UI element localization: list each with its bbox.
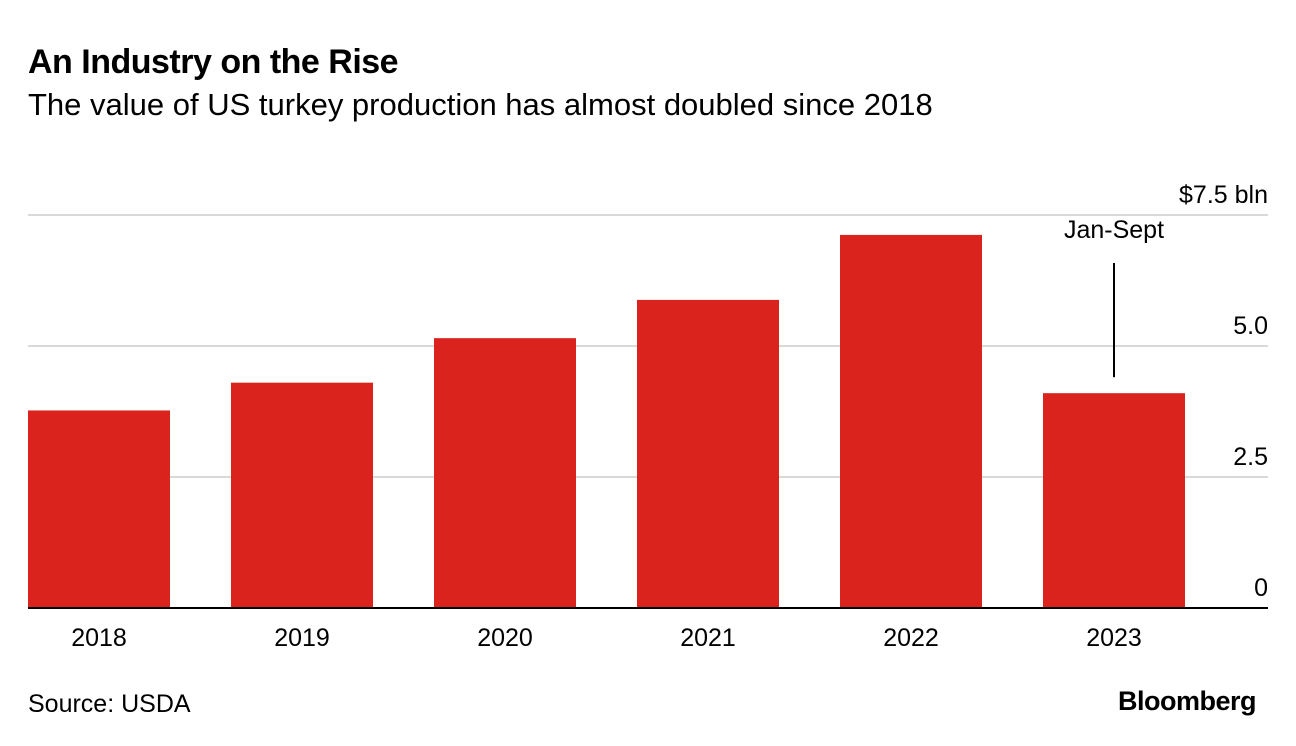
annotation-label: Jan-Sept <box>1064 216 1164 244</box>
x-tick-label: 2019 <box>274 624 330 652</box>
labels: 0 2.5 5.0 $7.5 bln 2018 2019 2020 2021 2022 2023 <box>71 181 1268 652</box>
y-tick-label: $7.5 bln <box>1179 181 1268 209</box>
bar-2021 <box>637 299 779 608</box>
bar-2023 <box>1043 393 1185 608</box>
bar-2019 <box>231 382 373 608</box>
y-tick-label: 5.0 <box>1233 312 1268 340</box>
y-tick-label: 2.5 <box>1233 443 1268 471</box>
annotations: Jan-Sept <box>1064 216 1164 378</box>
x-tick-label: 2020 <box>477 624 533 652</box>
x-tick-label: 2023 <box>1086 624 1142 652</box>
x-tick-label: 2018 <box>71 624 127 652</box>
bars <box>28 234 1185 609</box>
bar-2022 <box>840 234 982 609</box>
chart-subtitle: The value of US turkey production has al… <box>28 87 933 122</box>
x-tick-label: 2021 <box>680 624 736 652</box>
chart-title: An Industry on the Rise <box>28 43 399 81</box>
bar-2018 <box>28 410 170 608</box>
bar-2020 <box>434 338 576 608</box>
x-tick-label: 2022 <box>883 624 939 652</box>
bloomberg-logo: Bloomberg <box>1117 686 1257 716</box>
source-note: Source: USDA <box>28 690 191 718</box>
y-tick-label: 0 <box>1254 574 1268 602</box>
